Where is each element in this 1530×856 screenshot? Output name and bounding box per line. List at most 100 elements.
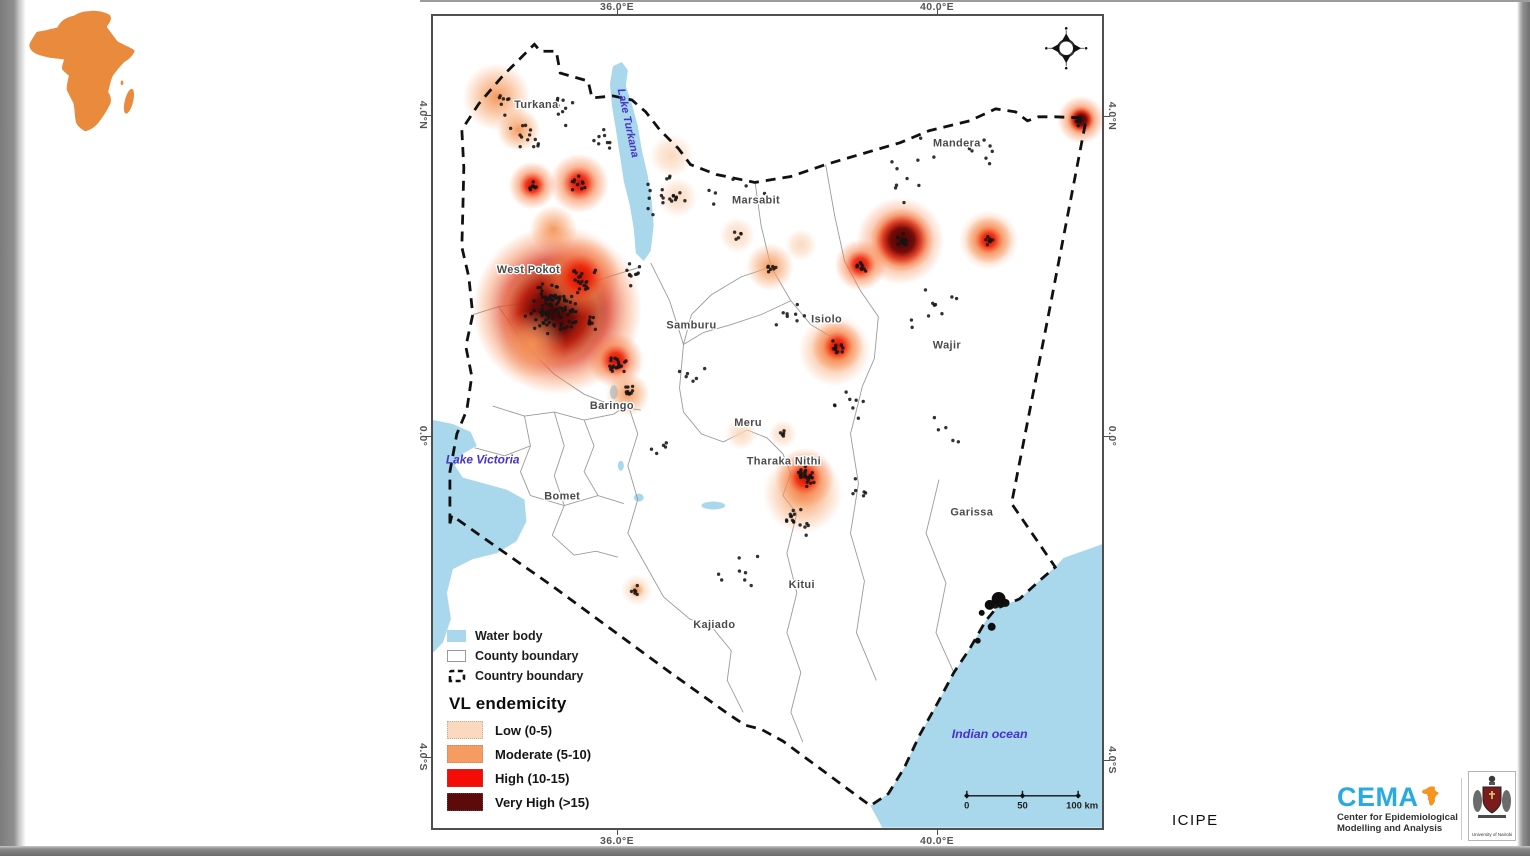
case-dot xyxy=(810,471,815,475)
case-dot xyxy=(575,290,580,295)
case-dot xyxy=(795,319,799,323)
county-label: Bomet xyxy=(544,491,580,503)
case-dot xyxy=(630,389,635,393)
africa-silhouette-icon xyxy=(29,10,135,132)
case-dot xyxy=(768,267,773,272)
endemicity-class-label: High (10-15) xyxy=(495,770,570,786)
case-dot xyxy=(802,474,806,479)
case-dot xyxy=(853,477,858,481)
county-label: Meru xyxy=(734,417,762,429)
case-dot xyxy=(936,428,941,432)
case-dot xyxy=(918,136,923,140)
case-dot xyxy=(654,451,659,456)
legend-item-label: Water body xyxy=(475,629,543,643)
case-dot xyxy=(629,284,633,288)
case-dot xyxy=(753,169,757,173)
case-dot xyxy=(554,285,559,289)
legend-class-row: Very High (>15) xyxy=(447,793,647,811)
case-dot xyxy=(719,578,724,582)
axis-label-bottom: 40.0°E xyxy=(919,835,955,847)
case-dot xyxy=(544,295,548,299)
case-dot xyxy=(536,285,540,290)
case-dot xyxy=(507,97,511,101)
case-dot xyxy=(863,269,868,273)
case-dot xyxy=(771,264,775,269)
case-dot xyxy=(623,360,627,364)
case-dot xyxy=(568,309,572,313)
case-dot xyxy=(732,230,737,234)
legend-item-label: Country boundary xyxy=(475,669,584,683)
county-boundary-line xyxy=(474,445,531,457)
county-label: Kitui xyxy=(789,579,815,591)
case-dot xyxy=(741,151,745,155)
axis-label-bottom: 36.0°E xyxy=(599,835,635,847)
case-dot xyxy=(970,149,974,153)
legend-item-country: Country boundary xyxy=(447,668,647,684)
case-dot xyxy=(562,326,567,330)
case-dot xyxy=(550,316,555,321)
cema-subtitle-line2: Modelling and Analysis xyxy=(1337,823,1443,835)
heat-spot-low xyxy=(725,418,758,450)
legend-class-row: High (10-15) xyxy=(447,769,647,787)
case-dot xyxy=(518,133,522,137)
axis-tick xyxy=(617,9,618,14)
case-dot xyxy=(665,177,669,181)
case-dot xyxy=(713,191,718,195)
case-dot xyxy=(803,464,808,469)
case-dot xyxy=(809,481,813,485)
case-dot xyxy=(663,445,668,449)
case-dot xyxy=(546,316,551,320)
case-dot xyxy=(668,174,672,178)
case-dot xyxy=(752,155,757,159)
case-dot xyxy=(536,142,541,146)
county-label: Baringo xyxy=(590,400,634,412)
case-dot xyxy=(532,299,536,303)
county-boundary-line xyxy=(519,415,531,496)
case-dot xyxy=(796,470,801,475)
case-dot xyxy=(905,176,909,181)
case-dot xyxy=(851,491,855,496)
heat-spot-high xyxy=(811,320,864,373)
county-label: Mandera xyxy=(933,138,981,150)
case-dot xyxy=(565,325,569,329)
case-dot xyxy=(533,137,537,142)
case-dot xyxy=(954,296,959,301)
case-dot xyxy=(742,153,746,157)
legend-endemicity-rows: Low (0-5) Moderate (5-10) High (10-15) Very… xyxy=(447,721,647,811)
county-label: Marsabit xyxy=(732,194,780,206)
case-dot xyxy=(917,183,921,188)
case-dot xyxy=(791,508,795,513)
case-dot xyxy=(990,149,994,154)
lake-turkana-shape xyxy=(609,62,654,261)
case-dot xyxy=(984,156,988,160)
axis-tick xyxy=(937,9,938,14)
case-dot xyxy=(651,212,655,217)
case-dot xyxy=(861,399,865,404)
county-label: Kajiado xyxy=(693,619,735,631)
heat-spot-moderate xyxy=(746,243,794,291)
case-dot xyxy=(743,578,747,582)
case-dot xyxy=(544,301,548,306)
case-dot xyxy=(839,343,844,347)
case-dot xyxy=(550,283,554,287)
screen-edge-left xyxy=(0,0,26,856)
case-dot xyxy=(591,315,596,320)
case-dot xyxy=(617,363,621,367)
case-dot xyxy=(580,271,584,276)
case-dot xyxy=(520,123,525,128)
case-dot xyxy=(553,102,557,106)
case-dot xyxy=(841,346,845,350)
cema-wordmark: CEMA xyxy=(1337,782,1419,812)
case-dot xyxy=(799,507,803,512)
case-dot xyxy=(896,235,900,240)
case-dot xyxy=(534,185,538,189)
case-dot xyxy=(544,318,548,322)
case-dot xyxy=(540,282,545,286)
case-dot xyxy=(729,164,734,169)
case-dot xyxy=(499,102,503,106)
axis-tick xyxy=(425,436,431,437)
logo-divider xyxy=(1461,778,1462,840)
case-dot xyxy=(556,112,561,116)
county-boundary-line xyxy=(627,403,714,630)
case-dot xyxy=(584,280,589,284)
